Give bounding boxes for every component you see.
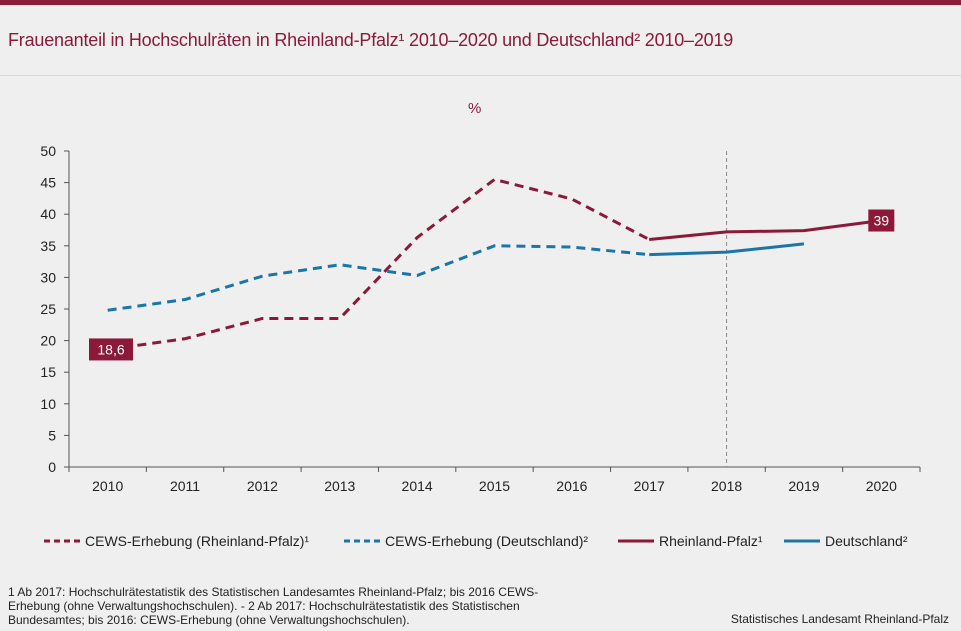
x-tick-label: 2015 [479,478,510,494]
x-tick-label: 2012 [247,478,278,494]
legend-swatch-dashed-blue [344,539,380,543]
x-tick-label: 2020 [866,478,897,494]
legend-swatch-solid-blue [784,539,820,543]
legend-item-cews-de: CEWS-Erhebung (Deutschland)² [344,533,588,549]
y-tick-label: 40 [40,206,56,222]
footnote: 1 Ab 2017: Hochschulrätestatistik des St… [8,585,539,627]
chart-header: Frauenanteil in Hochschulräten in Rheinl… [0,5,961,76]
y-tick-label: 10 [40,396,56,412]
series-line-1 [107,244,650,312]
y-tick-label: 20 [40,333,56,349]
legend-item-rlp: Rheinland-Pfalz¹ [618,533,763,549]
y-tick-label: 15 [40,364,56,380]
series-line-0 [107,177,650,351]
data-label-box [89,338,133,361]
y-tick-label: 5 [48,427,56,443]
series-line-3 [649,242,805,257]
x-tick-label: 2018 [711,478,742,494]
x-tick-label: 2010 [92,478,123,494]
x-tick-label: 2011 [170,478,200,494]
legend-label: Deutschland² [825,533,908,549]
legend-item-cews-rlp: CEWS-Erhebung (Rheinland-Pfalz)¹ [44,533,309,549]
data-label: 39 [874,213,890,229]
x-tick-label: 2014 [402,478,433,494]
legend-swatch-dashed-red [44,539,80,543]
legend-swatch-solid-red [618,539,654,543]
y-tick-label: 0 [48,459,56,475]
legend-label: Rheinland-Pfalz¹ [659,533,763,549]
y-tick-label: 50 [40,143,56,159]
data-label-box [868,209,895,232]
legend: CEWS-Erhebung (Rheinland-Pfalz)¹ CEWS-Er… [0,533,961,553]
chart-title: Frauenanteil in Hochschulräten in Rheinl… [8,30,734,50]
x-tick-label: 2017 [634,478,665,494]
legend-label: CEWS-Erhebung (Rheinland-Pfalz)¹ [85,533,310,549]
legend-item-de: Deutschland² [784,533,908,549]
x-tick-label: 2016 [556,478,587,494]
y-tick-label: 30 [40,269,56,285]
series-line-2 [649,219,882,241]
top-accent-bar [0,0,961,5]
x-tick-label: 2013 [324,478,355,494]
x-tick-label: 2019 [788,478,819,494]
y-tick-label: 25 [40,301,56,317]
y-unit-label: % [468,100,482,117]
y-tick-label: 35 [40,238,56,254]
y-tick-label: 45 [40,175,56,191]
source-note: Statistisches Landesamt Rheinland-Pfalz [730,612,949,626]
legend-label: CEWS-Erhebung (Deutschland)² [385,533,589,549]
data-label: 18,6 [97,341,124,357]
